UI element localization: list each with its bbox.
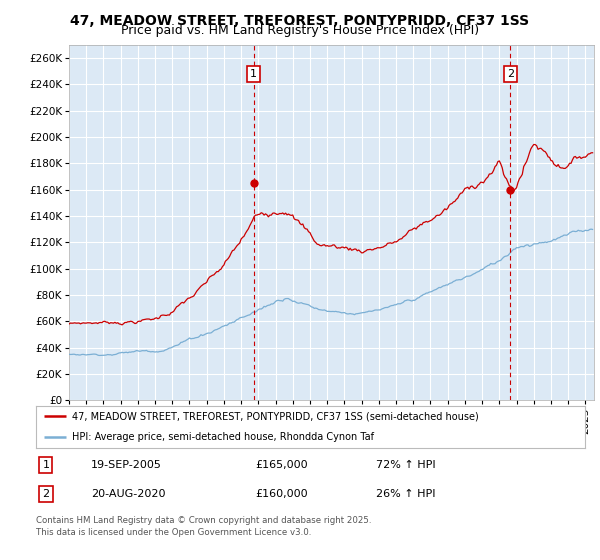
Text: 2: 2 — [507, 69, 514, 79]
Text: 47, MEADOW STREET, TREFOREST, PONTYPRIDD, CF37 1SS (semi-detached house): 47, MEADOW STREET, TREFOREST, PONTYPRIDD… — [71, 411, 478, 421]
Text: 72% ↑ HPI: 72% ↑ HPI — [376, 460, 436, 470]
Text: 1: 1 — [250, 69, 257, 79]
Text: Contains HM Land Registry data © Crown copyright and database right 2025.
This d: Contains HM Land Registry data © Crown c… — [36, 516, 371, 537]
Text: £165,000: £165,000 — [256, 460, 308, 470]
Text: 47, MEADOW STREET, TREFOREST, PONTYPRIDD, CF37 1SS: 47, MEADOW STREET, TREFOREST, PONTYPRIDD… — [70, 14, 530, 28]
Text: 26% ↑ HPI: 26% ↑ HPI — [376, 489, 436, 500]
Text: 19-SEP-2005: 19-SEP-2005 — [91, 460, 162, 470]
Text: HPI: Average price, semi-detached house, Rhondda Cynon Taf: HPI: Average price, semi-detached house,… — [71, 432, 374, 442]
Text: 2: 2 — [43, 489, 49, 500]
Text: 20-AUG-2020: 20-AUG-2020 — [91, 489, 166, 500]
Text: Price paid vs. HM Land Registry's House Price Index (HPI): Price paid vs. HM Land Registry's House … — [121, 24, 479, 37]
Text: 1: 1 — [43, 460, 49, 470]
Text: £160,000: £160,000 — [256, 489, 308, 500]
